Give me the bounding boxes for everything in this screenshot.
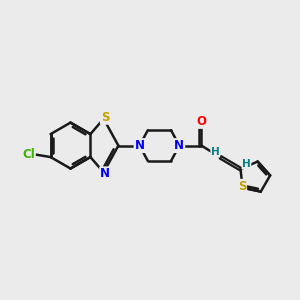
Text: Cl: Cl — [22, 148, 35, 160]
Text: N: N — [100, 167, 110, 180]
Text: S: S — [238, 180, 246, 193]
Text: H: H — [211, 147, 220, 157]
Text: N: N — [174, 139, 184, 152]
Text: S: S — [101, 111, 110, 124]
Text: H: H — [242, 159, 251, 169]
Text: N: N — [135, 139, 145, 152]
Text: O: O — [196, 115, 206, 128]
